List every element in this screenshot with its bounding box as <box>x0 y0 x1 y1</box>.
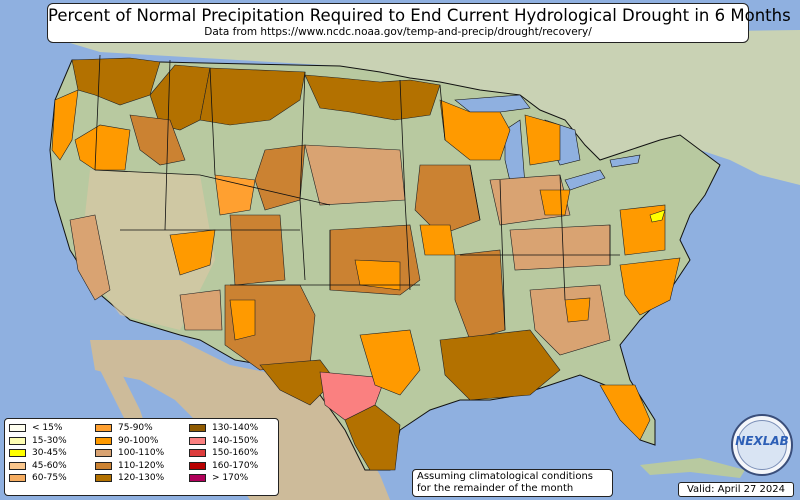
legend-swatch <box>9 436 26 445</box>
legend-label: 75-90% <box>118 423 153 433</box>
missouri-south-region <box>419 224 456 256</box>
legend-item: 90-100% <box>95 435 164 447</box>
legend-label: 140-150% <box>212 435 259 446</box>
gulf-coast-region <box>439 329 561 401</box>
nevada-oregon-region <box>74 124 131 171</box>
map-title: Percent of Normal Precipitation Required… <box>48 6 791 25</box>
legend-item: 60-75% <box>9 472 67 484</box>
legend-item: 30-45% <box>9 447 67 459</box>
carolinas-region <box>619 257 681 316</box>
legend-label: 120-130% <box>118 473 165 483</box>
nevada-south-region <box>169 229 216 276</box>
legend-label: 60-75% <box>32 473 67 483</box>
legend-item: 140-150% <box>189 435 258 447</box>
legend-item: 110-120% <box>95 460 164 472</box>
iowa-missouri-region <box>414 164 481 236</box>
legend-item: 75-90% <box>95 422 164 434</box>
legend-column-3: 130-140% 140-150% 150-160% 160-170% > 170% <box>189 422 258 485</box>
legend-label: 90-100% <box>118 435 159 446</box>
lake-erie <box>564 169 606 191</box>
legend-swatch <box>189 436 206 445</box>
nexlab-logo: NEXLAB <box>731 414 793 476</box>
lake-ontario <box>609 154 641 168</box>
lake-superior <box>454 94 531 113</box>
legend-label: 30-45% <box>32 448 67 458</box>
florida-region <box>599 384 651 441</box>
assumption-note-line2: for the remainder of the month <box>417 483 574 494</box>
nebraska-region <box>304 144 406 206</box>
legend-label: < 15% <box>32 423 63 433</box>
legend-column-1: < 15% 15-30% 30-45% 45-60% 60-75% <box>9 422 67 485</box>
legend-swatch <box>95 424 112 432</box>
oregon-coast-region <box>51 89 79 161</box>
legend-item: 160-170% <box>189 460 258 472</box>
legend-swatch <box>189 474 206 482</box>
utah-region <box>214 174 256 216</box>
logo-text: NEXLAB <box>735 434 789 448</box>
legend-swatch <box>95 474 112 482</box>
southern-arizona-region <box>179 289 223 331</box>
logo-globe-icon <box>737 420 787 470</box>
pacific-northwest-region <box>71 57 161 106</box>
canada-landmass <box>60 30 800 185</box>
california-region <box>69 214 111 301</box>
west-texas-region <box>259 359 336 406</box>
legend-label: 160-170% <box>212 460 259 471</box>
legend-item: 45-60% <box>9 460 67 472</box>
legend-item: 15-30% <box>9 435 67 447</box>
oklahoma-east-region <box>354 259 401 291</box>
legend-column-2: 75-90% 90-100% 100-110% 110-120% 120-130% <box>95 422 164 485</box>
legend-item: 130-140% <box>189 422 258 434</box>
legend-item: 100-110% <box>95 447 164 459</box>
legend-label: 45-60% <box>32 460 67 471</box>
legend-swatch <box>9 449 26 457</box>
legend-item: < 15% <box>9 422 67 434</box>
north-dakota-minnesota-region <box>304 74 441 121</box>
legend-label: > 170% <box>212 473 249 483</box>
oregon-east-region <box>129 114 186 166</box>
georgia-core-region <box>564 297 591 323</box>
legend-swatch <box>189 424 206 432</box>
ohio-core-region <box>539 189 571 216</box>
legend-item: > 170% <box>189 472 258 484</box>
colorado-region <box>229 214 286 286</box>
legend-swatch <box>9 474 26 482</box>
michigan-region <box>524 114 561 166</box>
state-borders <box>94 54 620 331</box>
legend-item: 150-160% <box>189 447 258 459</box>
legend-swatch <box>95 461 112 470</box>
southwest-desert-tint <box>80 170 215 330</box>
wisconsin-michigan-region <box>439 99 511 161</box>
legend-item: 120-130% <box>95 472 164 484</box>
assumption-note-line1: Assuming climatological conditions <box>417 471 593 482</box>
legend-swatch <box>189 461 206 470</box>
legend-label: 15-30% <box>32 435 67 446</box>
legend-swatch <box>189 449 206 457</box>
arizona-core-region <box>229 299 256 341</box>
texas-gulf-region <box>344 404 401 471</box>
assumption-note: Assuming climatological conditions for t… <box>412 469 613 497</box>
legend: < 15% 15-30% 30-45% 45-60% 60-75% 75-90% 90-1… <box>4 418 279 496</box>
legend-swatch <box>9 461 26 470</box>
legend-swatch <box>95 449 112 457</box>
legend-swatch <box>9 424 26 432</box>
valid-date: Valid: April 27 2024 <box>678 482 794 497</box>
cuba-landmass <box>640 458 745 478</box>
legend-label: 150-160% <box>212 448 259 458</box>
legend-label: 100-110% <box>118 448 165 458</box>
map-subtitle: Data from https://www.ncdc.noaa.gov/temp… <box>204 26 592 38</box>
legend-label: 130-140% <box>212 423 259 433</box>
legend-swatch <box>95 436 112 445</box>
tennessee-kentucky-region <box>509 224 611 271</box>
central-texas-region <box>359 329 421 396</box>
maryland-small-region <box>649 209 666 223</box>
wyoming-region <box>254 144 306 211</box>
title-panel: Percent of Normal Precipitation Required… <box>47 3 791 43</box>
legend-label: 110-120% <box>118 460 165 471</box>
